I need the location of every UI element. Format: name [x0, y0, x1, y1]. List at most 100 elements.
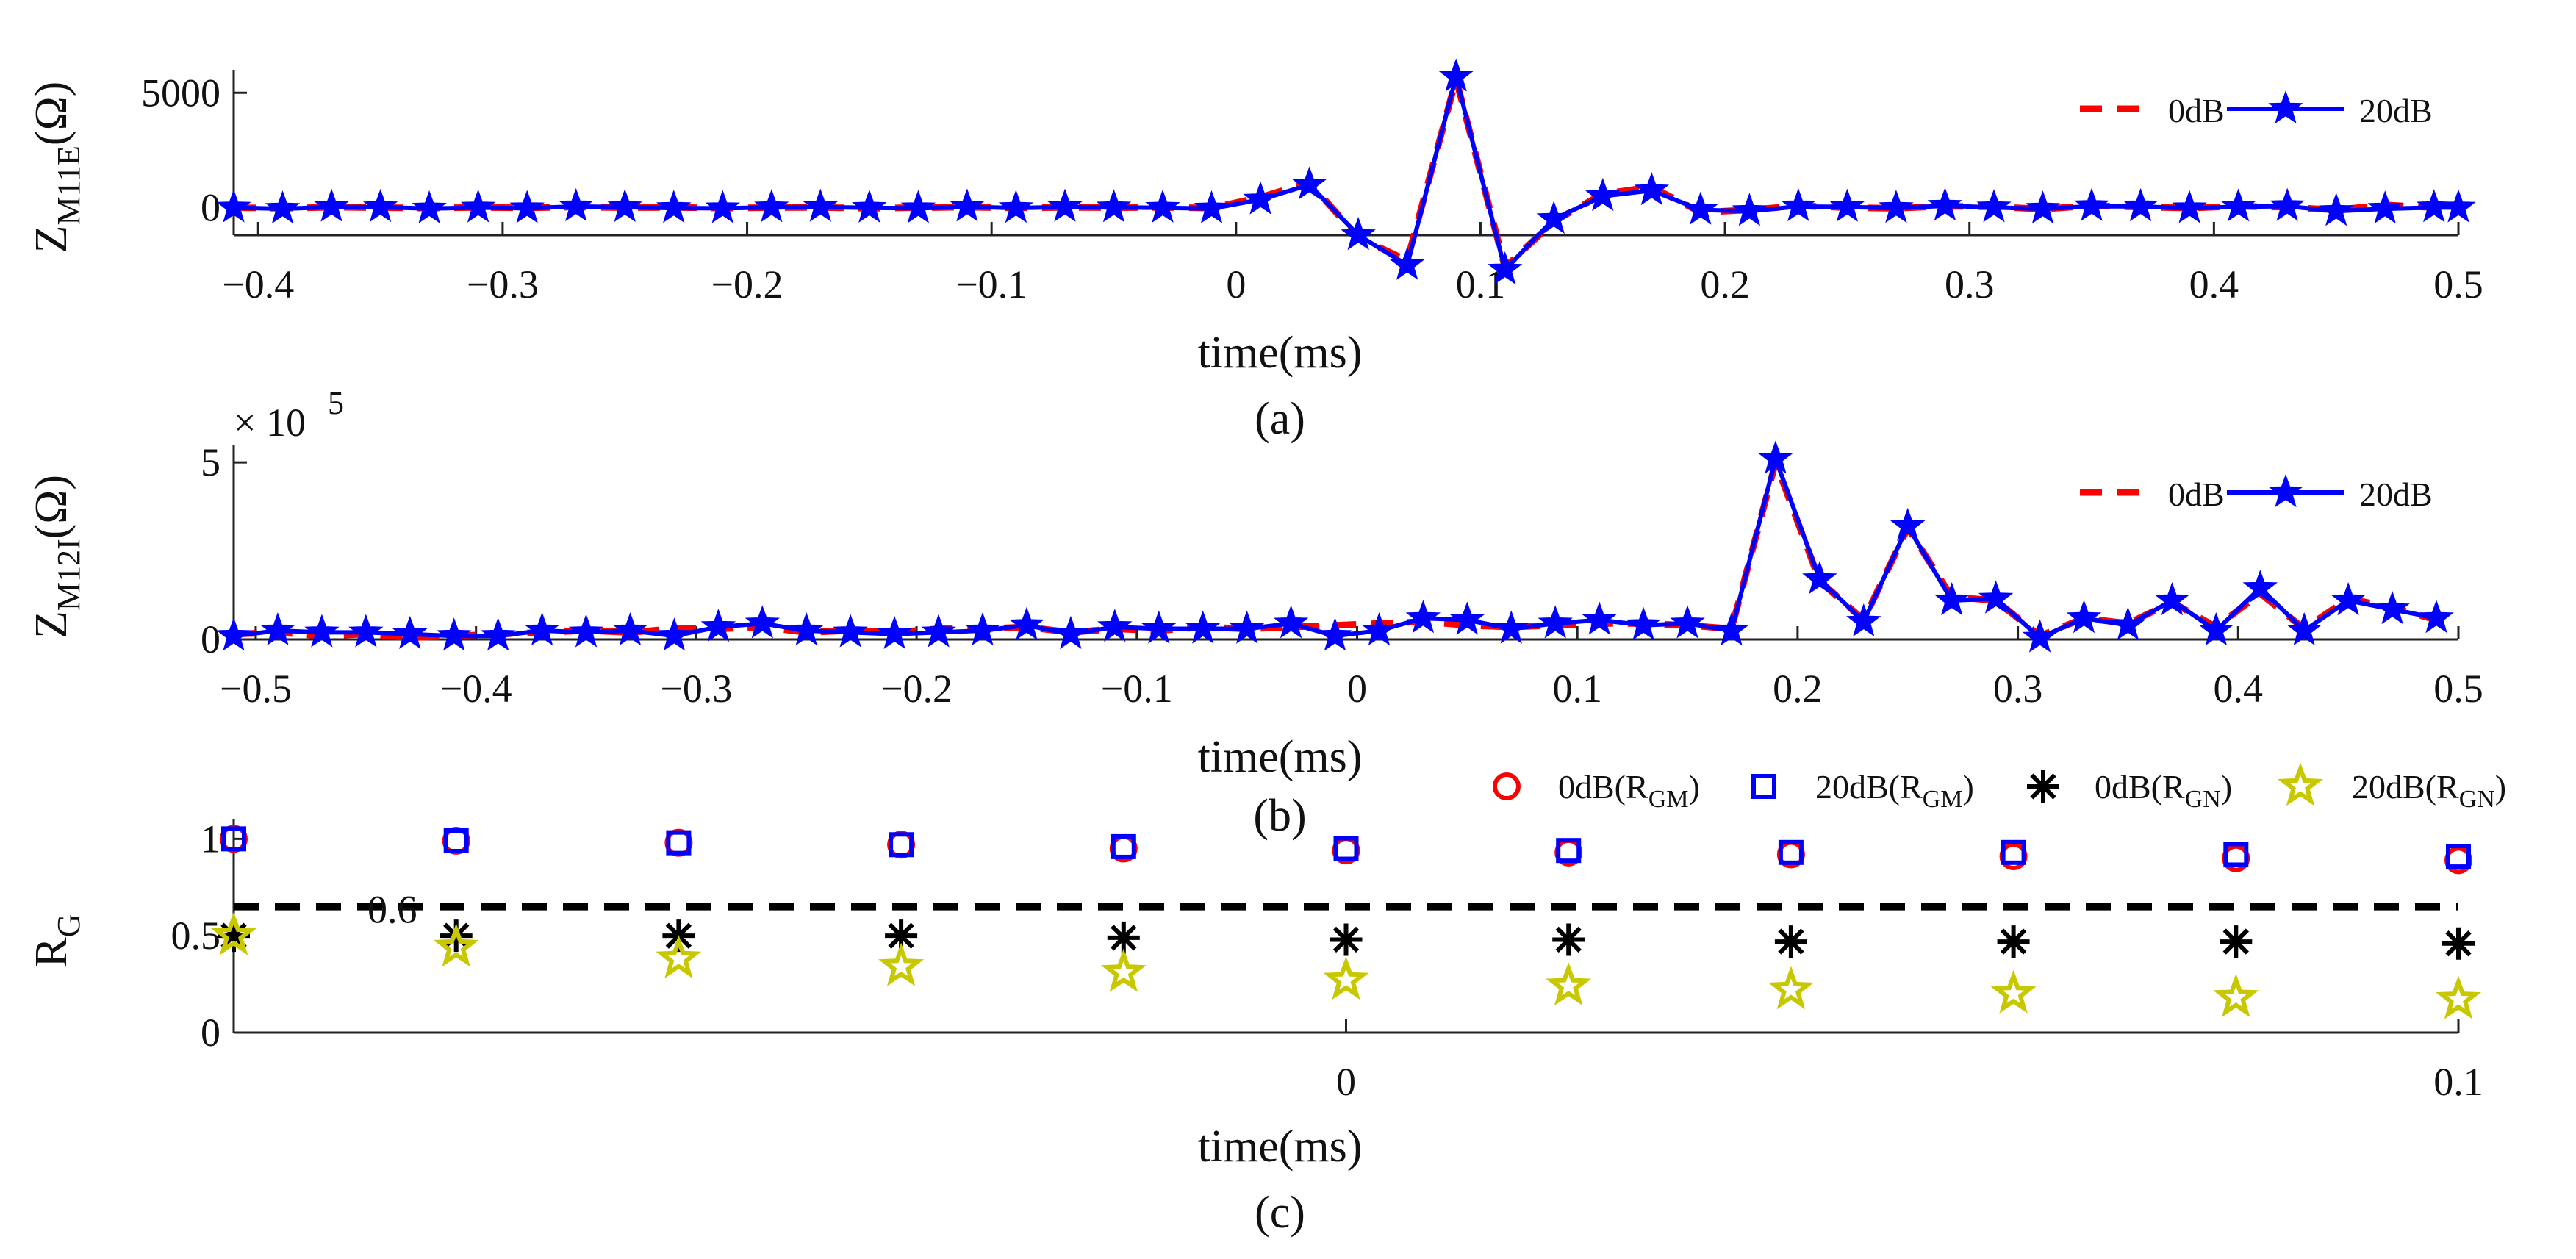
data-point [1145, 189, 1180, 223]
data-point [216, 617, 251, 651]
data-point [1185, 610, 1221, 644]
data-point [1976, 189, 2012, 223]
data-point [1890, 507, 1926, 542]
y-label-main: Z [26, 225, 76, 253]
data-point [216, 189, 251, 223]
data-point [1546, 962, 1592, 1006]
data-point [1330, 923, 1363, 956]
data-point [1582, 601, 1617, 635]
data-point [1683, 191, 1718, 225]
x-axis-label: time(ms) [1198, 732, 1363, 782]
x-tick-label: 0 [1226, 262, 1246, 306]
exponent-power: 5 [328, 385, 344, 421]
data-point [612, 612, 648, 646]
legend: 0dB 20dB [2080, 474, 2433, 513]
data-point [1990, 969, 2037, 1014]
threshold-label: 0.6 [367, 888, 417, 932]
data-point [2025, 190, 2061, 224]
data-point [1389, 246, 1425, 280]
data-point [2220, 188, 2256, 222]
data-point [437, 617, 472, 651]
x-tick-label: 0.5 [2433, 262, 2483, 306]
data-point [2223, 842, 2249, 867]
data-point [1487, 251, 1523, 285]
y-label-sub: M11E [51, 146, 87, 225]
asterisk-stroke [2222, 928, 2249, 955]
series-3 [210, 911, 2482, 1019]
data-point [1361, 612, 1397, 646]
data-point [1047, 188, 1083, 222]
data-point [2198, 612, 2234, 646]
data-point [1879, 190, 1914, 223]
data-point [877, 615, 912, 649]
legend-main: 20dB(R [2352, 768, 2459, 806]
data-point [998, 190, 1034, 223]
data-point [1626, 606, 1661, 640]
data-point [1774, 925, 1807, 958]
x-tick-label: 0.4 [2214, 667, 2264, 711]
asterisk-stroke [1332, 926, 1360, 953]
asterisk-stroke [1555, 926, 1582, 953]
data-point [1243, 181, 1278, 215]
panel-caption: (b) [1253, 791, 1306, 841]
x-tick-label: 0.2 [1700, 262, 1750, 306]
data-point [2331, 582, 2366, 616]
legend-sub: GN [2459, 786, 2495, 813]
y-label-unit: (Ω) [26, 475, 76, 539]
legend-marker [2277, 762, 2324, 806]
x-tick-label: −0.2 [880, 667, 952, 711]
legend-main: 20dB(R [1815, 768, 1923, 806]
data-point [745, 605, 781, 639]
data-point [314, 188, 349, 222]
data-point [1333, 836, 1359, 861]
x-tick-label: −0.4 [222, 262, 294, 306]
data-point [1556, 838, 1582, 864]
data-point [304, 614, 340, 648]
data-point [568, 614, 604, 648]
legend-end: ) [2495, 768, 2506, 806]
exponent-label: × 10 [234, 401, 306, 445]
data-point [2435, 975, 2482, 1019]
x-tick-label: 0.1 [2433, 1060, 2483, 1104]
data-point [1978, 580, 2014, 614]
legend-label: 20dB(RGN) [2352, 768, 2506, 813]
data-point [1781, 187, 1816, 222]
data-point [900, 190, 936, 223]
y-label-main: R [26, 937, 76, 968]
x-tick-label: −0.3 [467, 262, 539, 306]
y-axis-label: ZM11E(Ω) [26, 82, 87, 254]
asterisk-stroke [888, 922, 914, 949]
data-point [2172, 190, 2207, 223]
data-point [524, 612, 560, 646]
chart-panel-b: −0.5 −0.4 −0.3 −0.2 −0.1 0 0.1 0.2 0.3 0.4 0.5 0 5 × … [26, 385, 2483, 841]
data-point [1634, 172, 1670, 206]
data-point [2110, 606, 2146, 640]
x-tick-label: 0.1 [1552, 667, 1602, 711]
legend: 0dB 20dB [2080, 90, 2433, 129]
y-tick-label: 5000 [141, 71, 220, 115]
asterisk-stroke [1778, 928, 1804, 955]
legend-marker [2027, 770, 2059, 803]
data-point [480, 617, 516, 651]
y-axis-label: RG [26, 914, 87, 967]
data-point [1927, 187, 1963, 221]
data-point [1493, 610, 1529, 644]
data-point [754, 189, 789, 223]
legend-end: ) [1688, 768, 1699, 806]
data-point [1229, 610, 1265, 644]
data-point [1107, 921, 1140, 954]
y-label-sub: G [51, 914, 87, 937]
data-point [1323, 956, 1369, 1000]
data-point [1585, 177, 1621, 212]
data-point [2066, 600, 2102, 634]
data-point [2074, 187, 2109, 221]
data-point [2242, 570, 2278, 603]
legend-label: 20dB(RGM) [1815, 768, 1974, 813]
y-axis-label: ZM12I(Ω) [26, 475, 87, 639]
data-point [2446, 844, 2471, 869]
series-1 [216, 58, 2476, 285]
asterisk-stroke [1111, 925, 1137, 951]
data-point [558, 187, 594, 222]
